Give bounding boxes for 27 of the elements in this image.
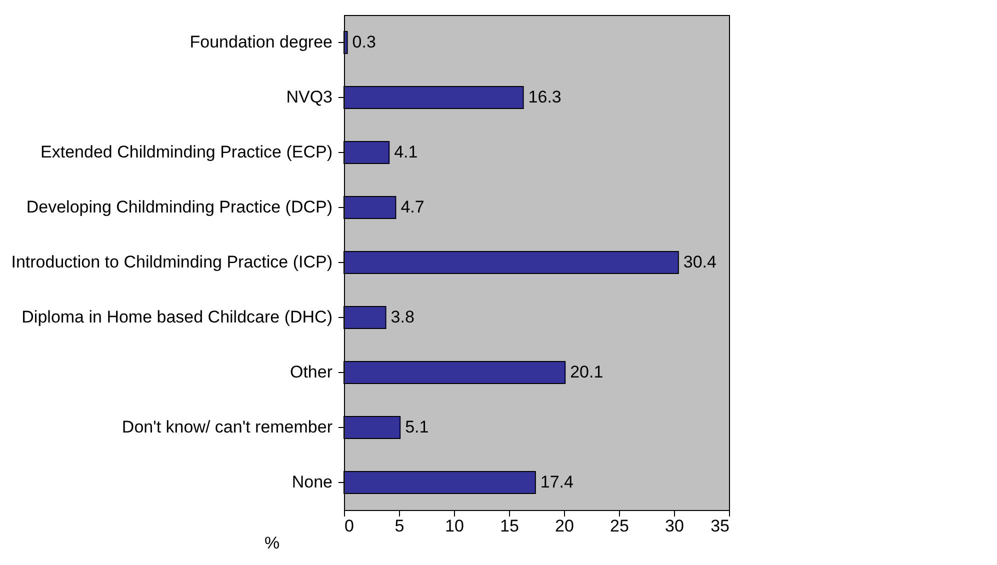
data-label: 4.7	[400, 198, 424, 216]
data-label: 20.1	[570, 362, 604, 382]
y-tick-label: None	[292, 472, 332, 492]
y-tick-label: Foundation degree	[190, 32, 332, 52]
data-label: 30.4	[683, 252, 716, 272]
data-label: 17.4	[540, 472, 574, 492]
y-tick-label: Other	[290, 362, 333, 382]
x-tick-label: 15	[500, 516, 519, 536]
y-tick-label: Diploma in Home based Childcare (DHC)	[22, 308, 332, 326]
data-label: 4.1	[394, 142, 418, 162]
y-tick-label: NVQ3	[286, 88, 332, 106]
x-tick-label: 35	[710, 516, 730, 536]
x-tick-label: 30	[665, 516, 684, 536]
data-label: 5.1	[405, 418, 429, 436]
data-label: 3.8	[390, 308, 414, 326]
x-tick-label: 5	[394, 516, 404, 536]
x-tick-label: 0	[344, 516, 354, 536]
y-tick-label: Don't know/ can't remember	[122, 418, 333, 436]
y-tick-label: Developing Childminding Practice (DCP)	[26, 198, 332, 216]
x-tick-label: 25	[610, 516, 629, 536]
x-tick-label: 10	[445, 516, 464, 536]
data-label: 16.3	[528, 88, 562, 106]
data-label: 0.3	[352, 32, 376, 52]
x-axis-title: %	[264, 534, 280, 552]
y-tick-label: Introduction to Childminding Practice (ICP)	[11, 252, 332, 272]
x-tick-label: 20	[555, 516, 574, 536]
y-tick-label: Extended Childminding Practice (ECP)	[40, 142, 332, 162]
